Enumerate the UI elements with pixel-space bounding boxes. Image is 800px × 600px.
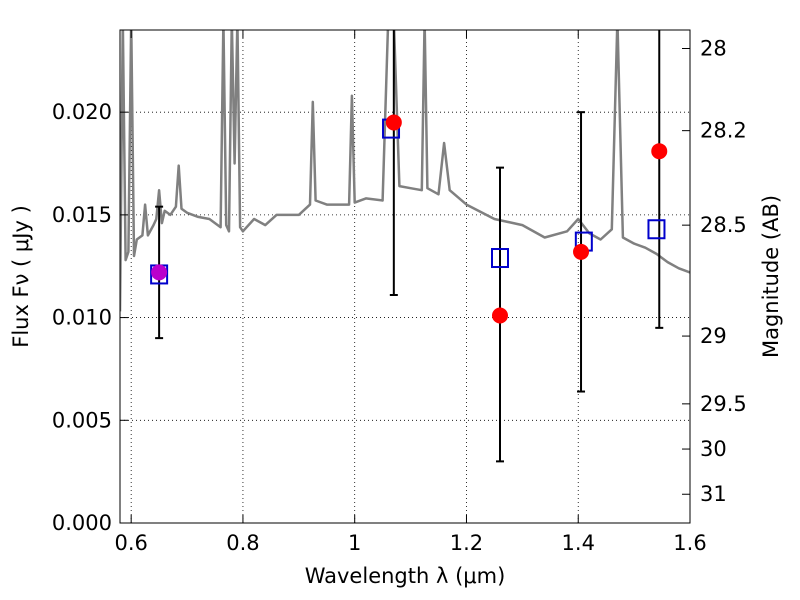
observed-point xyxy=(573,243,590,260)
x-tick-label: 1.6 xyxy=(673,531,706,555)
y-tick-label: 0.005 xyxy=(52,408,112,432)
observed-point xyxy=(492,307,508,324)
y-axis-label-left: Flux Fν ( μJy ) xyxy=(9,205,33,348)
mag-tick-label: 28.2 xyxy=(700,119,747,143)
x-tick-label: 1.2 xyxy=(450,531,483,555)
mag-tick-label: 31 xyxy=(700,482,727,506)
spectrum-layer xyxy=(120,30,690,312)
mag-tick-label: 28 xyxy=(700,36,727,60)
observed-photometry-markers xyxy=(151,114,668,324)
grid-lines xyxy=(120,30,691,524)
x-tick-label: 0.6 xyxy=(114,531,147,555)
y-tick-label: 0.015 xyxy=(52,203,112,227)
x-axis-label: Wavelength λ (μm) xyxy=(305,564,506,588)
x-tick-label: 1.4 xyxy=(562,531,595,555)
plot-frame xyxy=(119,29,691,524)
y-axis-ticks: 0.000 0.005 0.010 0.015 0.020 xyxy=(52,100,128,535)
y-tick-label: 0.000 xyxy=(52,511,112,535)
observed-point xyxy=(385,114,402,131)
observed-point xyxy=(651,143,668,160)
x-tick-label: 1 xyxy=(348,531,361,555)
mag-tick-label: 29.5 xyxy=(700,392,747,416)
observed-point xyxy=(151,264,168,281)
magnitude-axis-ticks: 28 28.2 28.5 29 29.5 30 31 xyxy=(682,36,747,506)
x-axis-ticks: 0.6 0.8 1 1.2 1.4 1.6 xyxy=(114,30,707,555)
x-tick-label: 0.8 xyxy=(226,531,259,555)
model-point xyxy=(491,248,509,269)
y-tick-label: 0.020 xyxy=(52,100,112,124)
model-point xyxy=(647,219,666,240)
model-photometry-markers xyxy=(150,118,666,285)
y-axis-label-right: Magnitude (AB) xyxy=(759,195,783,358)
y-tick-label: 0.010 xyxy=(52,306,112,330)
mag-tick-label: 28.5 xyxy=(700,213,747,237)
mag-tick-label: 29 xyxy=(700,324,727,348)
spectrum-line xyxy=(120,30,690,312)
mag-tick-label: 30 xyxy=(700,437,727,461)
